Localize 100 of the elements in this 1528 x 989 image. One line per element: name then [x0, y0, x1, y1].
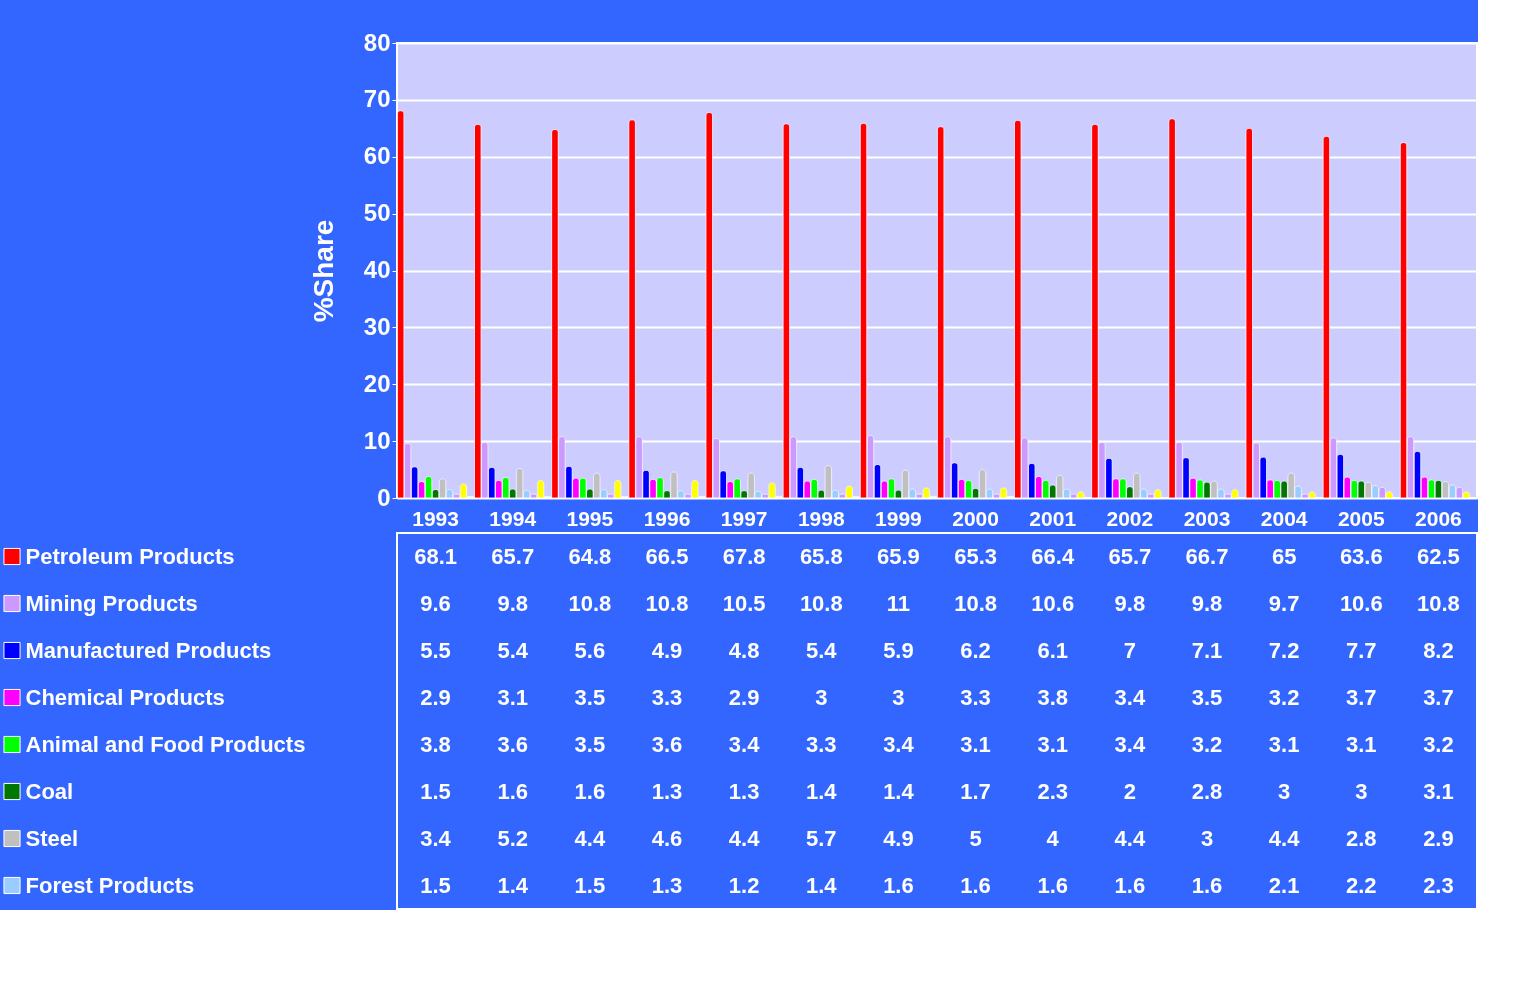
data-label: 66.4 — [1031, 543, 1075, 569]
data-label: 9.7 — [1268, 590, 1300, 616]
x-tick-label: 2006 — [1415, 506, 1462, 530]
data-label: 3.3 — [960, 684, 991, 710]
data-label: 3.2 — [1423, 731, 1454, 757]
data-label: 3.6 — [651, 731, 683, 757]
data-label: 6.2 — [960, 637, 991, 663]
data-label: 1.4 — [497, 872, 529, 898]
data-label: 3.5 — [574, 731, 606, 757]
y-tick-label: 70 — [363, 85, 391, 113]
data-label: 3.4 — [883, 731, 915, 757]
data-label: 4.4 — [1114, 825, 1146, 851]
data-label: 2.9 — [420, 684, 451, 710]
data-label: 3 — [1278, 778, 1291, 804]
data-label: 3.7 — [1345, 684, 1377, 710]
legend-label: Petroleum Products — [25, 544, 235, 569]
x-tick-label: 2004 — [1260, 506, 1308, 530]
data-label: 1.6 — [574, 778, 606, 804]
data-label: 7.7 — [1345, 637, 1377, 663]
data-label: 5 — [969, 825, 982, 851]
data-label: 66.7 — [1185, 543, 1229, 569]
data-label: 62.5 — [1417, 543, 1460, 569]
data-label: 63.6 — [1339, 543, 1383, 569]
data-label: 5.4 — [497, 637, 529, 663]
data-label: 3.8 — [1037, 684, 1069, 710]
y-axis-title: %Share — [307, 219, 339, 323]
legend-label: Animal and Food Products — [25, 732, 306, 757]
x-tick-label: 2001 — [1029, 506, 1077, 530]
legend-label: Chemical Products — [25, 685, 225, 710]
data-label: 4.6 — [651, 825, 683, 851]
data-label: 3 — [1200, 825, 1214, 851]
data-label: 65.9 — [877, 543, 920, 569]
data-label: 2 — [1123, 778, 1136, 804]
data-label: 7.1 — [1191, 637, 1223, 663]
legend-label: Coal — [25, 779, 74, 804]
data-label: 2.1 — [1268, 872, 1300, 898]
data-label: 10.5 — [722, 590, 766, 616]
x-tick-label: 2002 — [1106, 506, 1154, 530]
data-label: 3.1 — [1345, 731, 1377, 757]
data-label: 65 — [1271, 543, 1297, 569]
data-label: 3.7 — [1423, 684, 1454, 710]
data-label: 1.6 — [883, 872, 914, 898]
data-label: 3.4 — [1114, 684, 1146, 710]
data-label: 2.9 — [728, 684, 760, 710]
data-label: 1.5 — [420, 778, 451, 804]
data-label: 1.5 — [420, 872, 451, 898]
data-label: 2.3 — [1423, 872, 1454, 898]
legend-label: Mining Products — [25, 591, 198, 616]
data-label: 3.4 — [420, 825, 452, 851]
data-label: 1.2 — [728, 872, 760, 898]
data-label: 10.6 — [1031, 590, 1075, 616]
data-label: 3.1 — [497, 684, 529, 710]
data-label: 10.8 — [799, 590, 843, 616]
data-label: 4.4 — [728, 825, 761, 851]
y-tick-label: 20 — [363, 369, 391, 397]
data-label: 11 — [886, 590, 911, 616]
data-label: 3.2 — [1268, 684, 1300, 710]
data-label: 1.7 — [960, 778, 991, 804]
x-tick-label: 1997 — [720, 506, 768, 530]
data-label: 3.8 — [420, 731, 451, 757]
data-label: 3.5 — [1191, 684, 1223, 710]
data-label: 10.8 — [954, 590, 997, 616]
data-label: 1.5 — [574, 872, 606, 898]
data-label: 3.4 — [728, 731, 761, 757]
data-label: 1.3 — [651, 778, 683, 804]
data-label: 5.9 — [883, 637, 914, 663]
data-label: 65.3 — [954, 543, 997, 569]
x-tick-label: 1994 — [489, 506, 537, 530]
x-tick-label: 1993 — [412, 506, 459, 530]
data-label: 67.8 — [722, 543, 766, 569]
data-label: 2.8 — [1191, 778, 1223, 804]
data-label: 9.8 — [497, 590, 529, 616]
y-tick-label: 40 — [363, 256, 391, 283]
data-label: 65.8 — [799, 543, 843, 569]
data-label: 5.2 — [497, 825, 529, 851]
data-label: 10.8 — [1417, 590, 1460, 616]
data-label: 2.8 — [1345, 825, 1377, 851]
data-label: 5.7 — [805, 825, 837, 851]
data-label: 2.9 — [1423, 825, 1454, 851]
data-label: 3.4 — [1114, 731, 1146, 757]
data-label: 1.6 — [960, 872, 991, 898]
data-label: 3.1 — [1423, 778, 1454, 804]
y-tick-label: 50 — [363, 199, 391, 227]
data-label: 3.1 — [1268, 731, 1300, 757]
data-label: 9.8 — [1191, 590, 1223, 616]
data-label: 5.5 — [420, 637, 451, 663]
data-label: 2.3 — [1037, 778, 1069, 804]
data-label: 9.8 — [1114, 590, 1146, 616]
x-tick-label: 1995 — [566, 506, 614, 530]
y-tick-label: 30 — [363, 312, 391, 340]
data-label: 1.6 — [1037, 872, 1069, 898]
data-label: 3 — [1355, 778, 1368, 804]
y-tick-label: 80 — [363, 28, 391, 56]
x-tick-label: 2003 — [1183, 506, 1231, 530]
y-tick-label: 0 — [377, 483, 391, 511]
data-label: 64.8 — [568, 543, 612, 569]
data-label: 6.1 — [1037, 637, 1069, 663]
x-tick-label: 2000 — [952, 506, 999, 530]
data-label: 65.7 — [1108, 543, 1152, 569]
data-label: 5.4 — [805, 637, 838, 663]
